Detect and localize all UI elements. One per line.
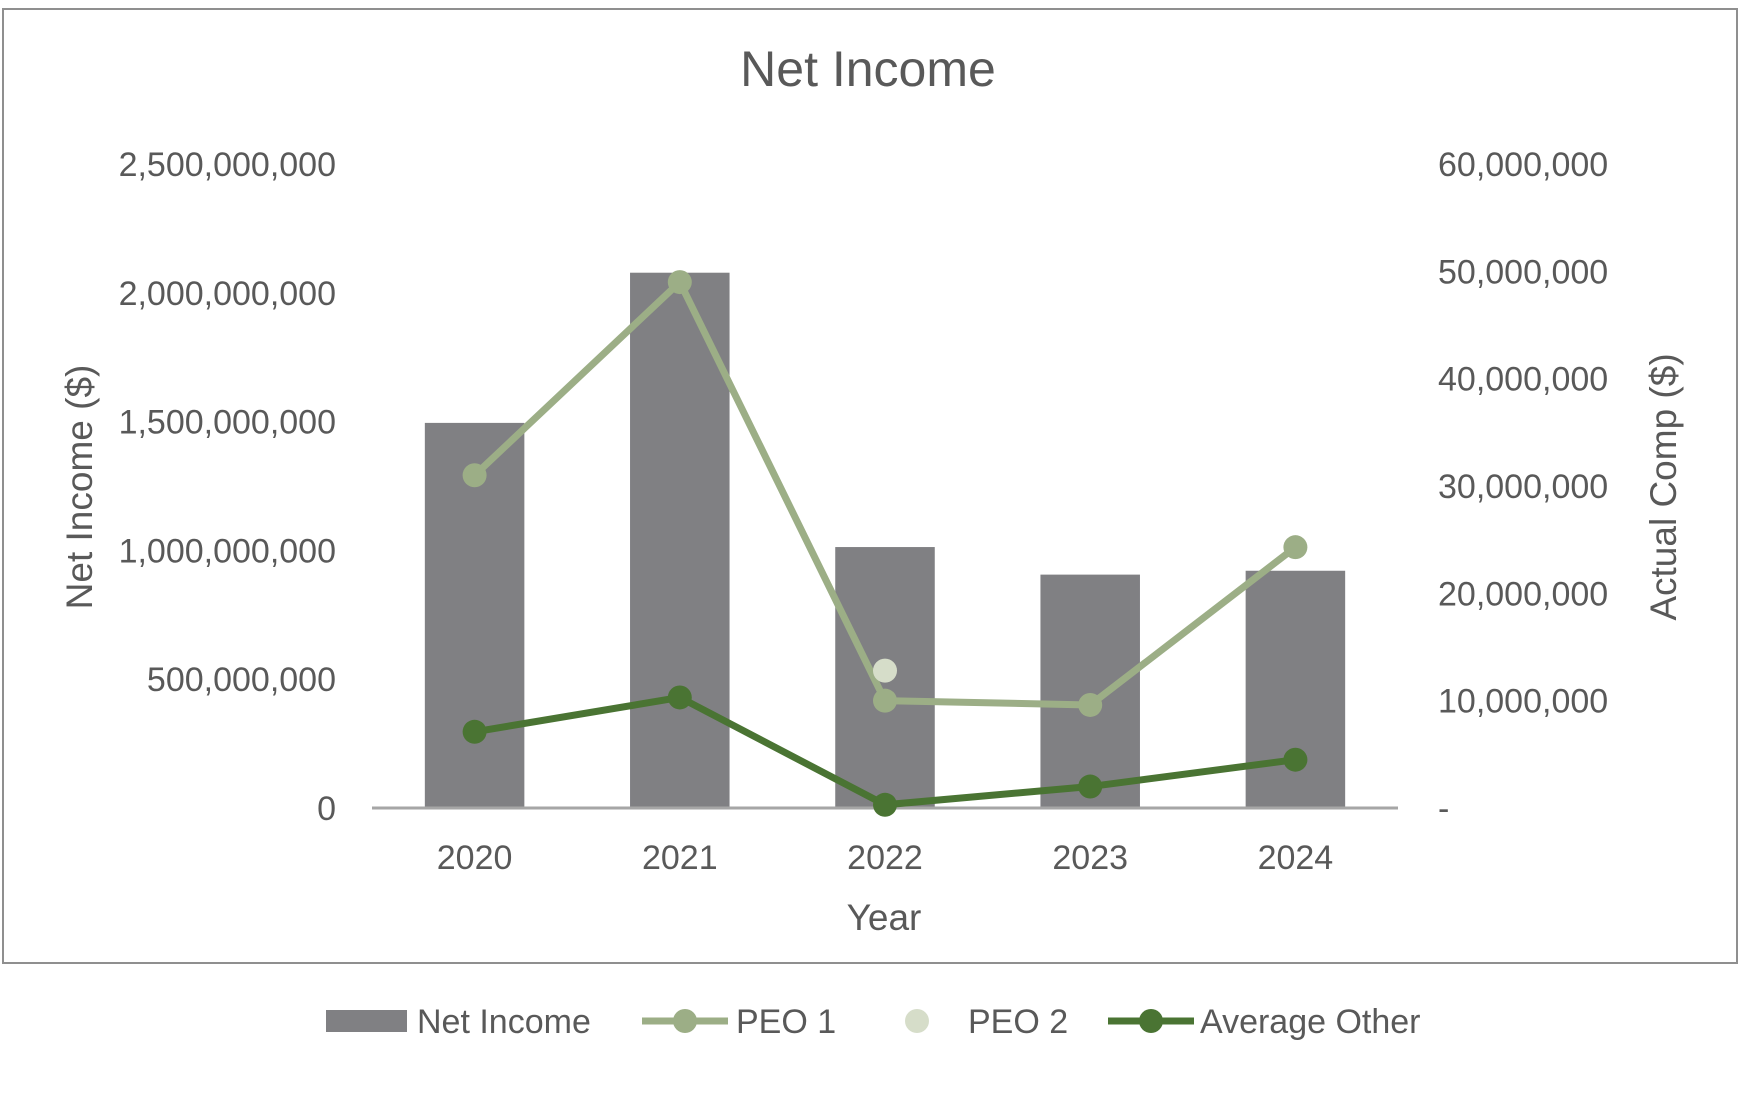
average-other-point [1078, 774, 1103, 799]
x-axis-ticks: 2020 2021 2022 2023 2024 [437, 839, 1333, 877]
bar-2024 [1245, 570, 1346, 808]
average-other-point [873, 792, 897, 817]
y2-tick-label: 60,000,000 [1438, 146, 1608, 184]
y-tick-label: 2,000,000,000 [119, 275, 336, 313]
y2-axis-label: Actual Comp ($) [1643, 353, 1684, 620]
y-tick-label: 500,000,000 [147, 661, 336, 699]
comp-lines [462, 270, 1308, 817]
peo-1-point [667, 270, 692, 295]
peo-2-point [873, 658, 897, 683]
legend: Net Income PEO 1 PEO 2 Average Other [326, 1003, 1421, 1041]
legend-label-peo-2: PEO 2 [968, 1003, 1068, 1041]
legend-label-net-income: Net Income [417, 1003, 591, 1041]
right-axis-ticks: - 10,000,000 20,000,000 30,000,000 40,000,00… [1438, 146, 1608, 828]
y2-tick-label: 40,000,000 [1438, 361, 1608, 399]
peo-1-point [1078, 692, 1103, 717]
legend-marker-peo-1 [673, 1009, 697, 1033]
x-tick-label: 2021 [642, 839, 718, 877]
legend-swatch-net-income [326, 1010, 407, 1032]
x-tick-label: 2022 [847, 839, 923, 877]
y2-tick-label: 30,000,000 [1438, 468, 1608, 506]
average-other-point [462, 719, 487, 744]
bar-2021 [630, 272, 730, 808]
legend-marker-average-other [1139, 1009, 1163, 1033]
x-tick-label: 2023 [1052, 839, 1128, 877]
y-axis-label: Net Income ($) [59, 365, 100, 610]
y2-tick-label: 50,000,000 [1438, 253, 1608, 291]
x-tick-label: 2024 [1258, 839, 1334, 877]
left-axis-ticks: 0 500,000,000 1,000,000,000 1,500,000,000 2,… [119, 146, 336, 828]
legend-label-peo-1: PEO 1 [736, 1003, 836, 1041]
peo-1-point [873, 688, 897, 713]
y-tick-label: 0 [317, 790, 336, 828]
peo-1-point [462, 463, 487, 488]
chart-title: Net Income [740, 41, 996, 97]
y-tick-label: 1,500,000,000 [119, 404, 336, 442]
y2-tick-label: 10,000,000 [1438, 683, 1608, 721]
x-axis-label: Year [847, 897, 922, 938]
y-tick-label: 2,500,000,000 [119, 146, 336, 184]
average-other-point [1283, 747, 1308, 772]
y2-tick-label: 20,000,000 [1438, 575, 1608, 613]
legend-marker-peo-2 [905, 1009, 929, 1033]
bar-2023 [1040, 574, 1140, 808]
y2-tick-label: - [1438, 790, 1449, 828]
average-other-point [667, 685, 692, 710]
x-tick-label: 2020 [437, 839, 513, 877]
y-tick-label: 1,000,000,000 [119, 532, 336, 570]
net-income-bars [424, 272, 1346, 808]
peo-1-point [1283, 535, 1308, 560]
legend-label-average-other: Average Other [1200, 1003, 1421, 1041]
